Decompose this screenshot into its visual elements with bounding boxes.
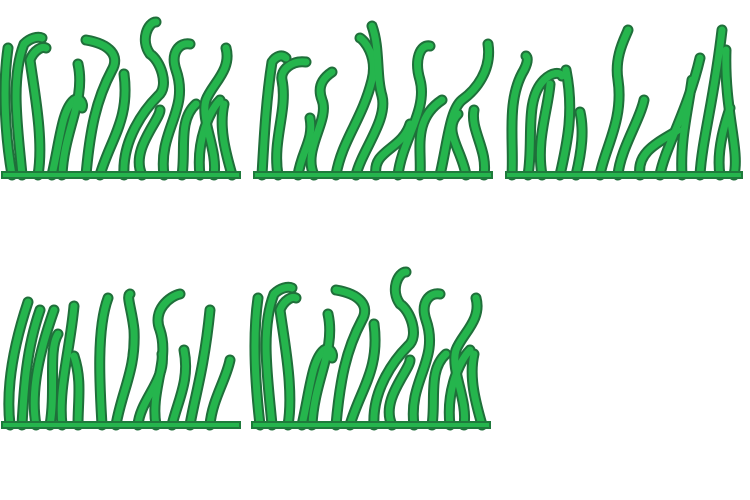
ground-strip [1, 171, 241, 179]
grass-blades [0, 16, 238, 181]
grass-tile-3 [505, 24, 743, 181]
grass-blades [256, 20, 495, 181]
grass-blades [506, 24, 741, 181]
grass-tile-5 [249, 266, 491, 431]
grass-blades [3, 288, 236, 431]
ground-strip [505, 171, 743, 179]
grass-blades [249, 266, 488, 431]
ground-strip [1, 421, 241, 429]
grass-tile-4 [1, 288, 241, 431]
ground-strip [253, 171, 493, 179]
grass-tile-2 [253, 20, 495, 181]
ground-strip [251, 421, 491, 429]
grass-tile-1 [0, 16, 241, 181]
